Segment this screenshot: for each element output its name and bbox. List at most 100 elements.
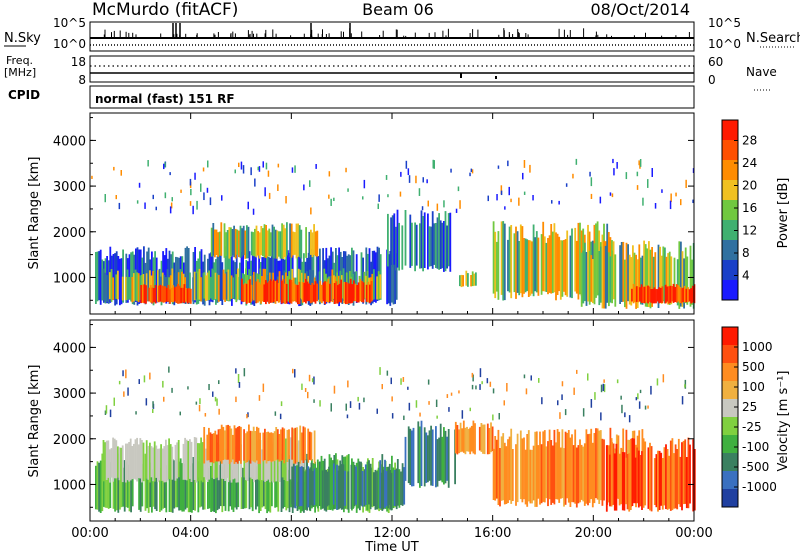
data-cell [669,440,672,511]
data-cell [611,250,613,304]
data-cell [147,458,150,513]
scatter-point [152,408,154,413]
scatter-point [104,410,107,415]
scatter-point [609,192,612,196]
scatter-point [214,396,217,402]
data-cell [246,225,248,259]
data-cell [275,253,278,301]
data-cell [425,432,428,483]
data-cell [168,438,170,480]
data-cell [139,275,142,301]
data-cell [227,424,229,460]
data-cell [299,447,302,482]
data-cell [208,270,210,300]
scatter-point [113,166,115,171]
data-cell [141,284,144,303]
data-cell [305,227,307,258]
data-cell [398,469,401,508]
data-cell [439,220,442,269]
data-cell [672,283,675,303]
data-cell [547,441,549,507]
data-cell [379,460,382,509]
data-cell [125,276,127,300]
data-cell [262,432,265,462]
data-cell [642,438,645,508]
scatter-point [599,196,602,204]
data-cell [224,246,227,301]
scatter-point [279,413,282,420]
data-cell [276,429,279,460]
scatter-point [378,194,380,202]
scatter-point [358,402,361,410]
data-cell [139,461,142,512]
freq-frame [89,55,695,83]
data-cell [419,426,421,488]
data-cell [382,469,385,510]
data-cell [182,443,185,480]
data-cell [687,437,690,509]
data-cell [386,249,388,305]
scatter-point [303,184,305,191]
data-cell [508,436,511,501]
data-cell [112,464,115,509]
data-cell [320,468,322,510]
data-cell [683,258,685,309]
data-cell [351,284,354,303]
colorbar-segment [722,120,738,141]
freq-unit-label: [MHz] [4,66,36,79]
data-cell [634,457,637,504]
scatter-point [301,383,303,390]
data-cell [217,444,220,481]
data-cell [269,279,272,303]
data-cell [96,461,99,510]
scatter-point [458,390,460,394]
data-cell [540,444,543,504]
data-cell [149,462,152,508]
scatter-point [638,401,641,409]
scatter-point [345,403,347,411]
data-cell [281,223,283,259]
data-cell [524,238,527,293]
scatter-point [538,378,540,383]
data-cell [444,430,447,484]
y-tick-label: 3000 [53,180,86,195]
scatter-point [541,397,543,405]
data-cell [361,280,363,303]
data-cell [643,286,646,304]
data-cell [577,445,580,504]
data-cell [531,449,533,504]
data-cell [179,458,182,511]
colorbar-segment [722,220,738,241]
data-cell [359,278,362,302]
data-cell [316,283,318,302]
scatter-point [171,387,173,393]
scatter-point [529,164,531,173]
data-cell [284,283,286,304]
data-cell [286,429,289,462]
data-cell [420,420,423,486]
data-cell [430,425,432,486]
data-cell [207,467,209,509]
data-cell [239,225,242,258]
data-cell [205,448,207,480]
data-cell [680,241,682,307]
data-cell [246,431,249,463]
nsearch-label: N.Search [746,31,800,46]
data-cell [692,439,695,512]
scatter-point [333,385,336,394]
scatter-point [362,196,364,200]
data-cell [262,442,265,481]
scatter-point [558,200,560,205]
data-cell [436,439,439,487]
data-cell [169,444,172,479]
data-cell [319,280,322,302]
scatter-point [267,170,270,177]
scatter-point [349,401,352,408]
data-cell [234,262,236,300]
data-cell [447,213,450,267]
scatter-point [240,161,243,170]
data-cell [392,467,395,509]
data-cell [201,442,204,483]
data-cell [247,280,250,303]
data-cell [376,276,378,300]
